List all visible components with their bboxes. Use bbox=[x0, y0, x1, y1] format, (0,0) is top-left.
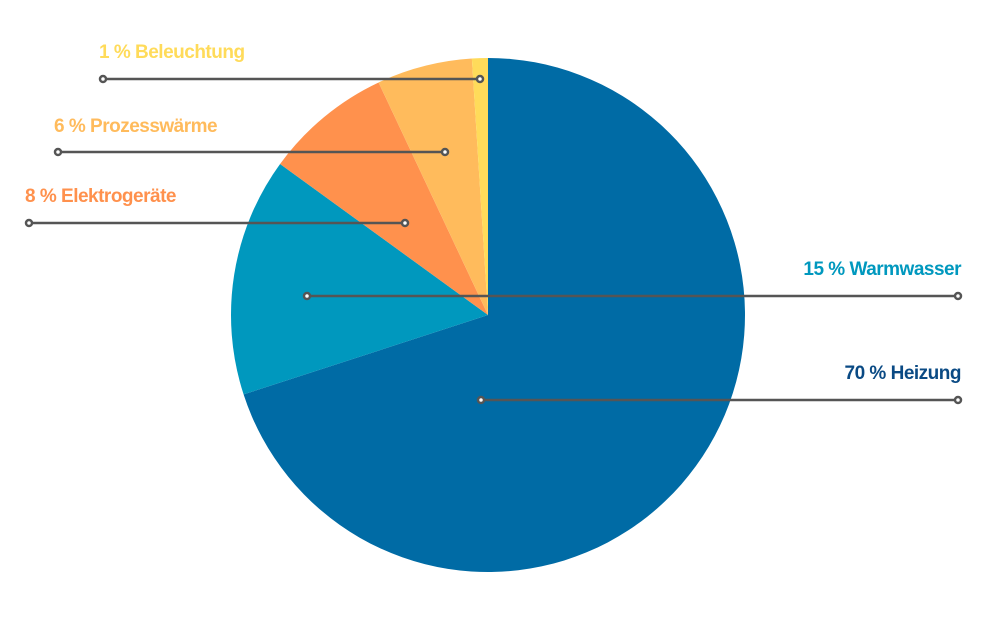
leader-dot-heizung-start bbox=[476, 395, 486, 405]
leader-dot-warmwasser-start bbox=[302, 291, 312, 301]
pie-slice-beleuchtung bbox=[471, 58, 488, 315]
pie-slice-elektrogeräte bbox=[280, 82, 488, 316]
leader-lines bbox=[24, 74, 963, 405]
leader-dot-heizung-end bbox=[953, 395, 963, 405]
pie-slice-heizung bbox=[243, 58, 745, 573]
label-elektrogeraete: 8 % Elektrogeräte bbox=[25, 186, 176, 207]
pie-slice-prozesswärme bbox=[378, 58, 488, 315]
leader-dot-prozesswaerme-end bbox=[440, 147, 450, 157]
label-heizung: 70 % Heizung bbox=[844, 363, 962, 384]
label-warmwasser: 15 % Warmwasser bbox=[803, 259, 961, 280]
label-prozesswaerme: 6 % Prozesswärme bbox=[54, 116, 218, 137]
leader-dot-beleuchtung-end bbox=[475, 74, 485, 84]
leader-dot-prozesswaerme-start bbox=[53, 147, 63, 157]
pie-slice-warmwasser bbox=[231, 163, 488, 395]
leader-dot-warmwasser-end bbox=[953, 291, 963, 301]
leader-dot-elektrogeraete-start bbox=[24, 218, 34, 228]
pie-slices bbox=[231, 58, 745, 573]
leader-dot-elektrogeraete-end bbox=[400, 218, 410, 228]
leader-dot-beleuchtung-start bbox=[98, 74, 108, 84]
label-beleuchtung: 1 % Beleuchtung bbox=[99, 42, 245, 63]
